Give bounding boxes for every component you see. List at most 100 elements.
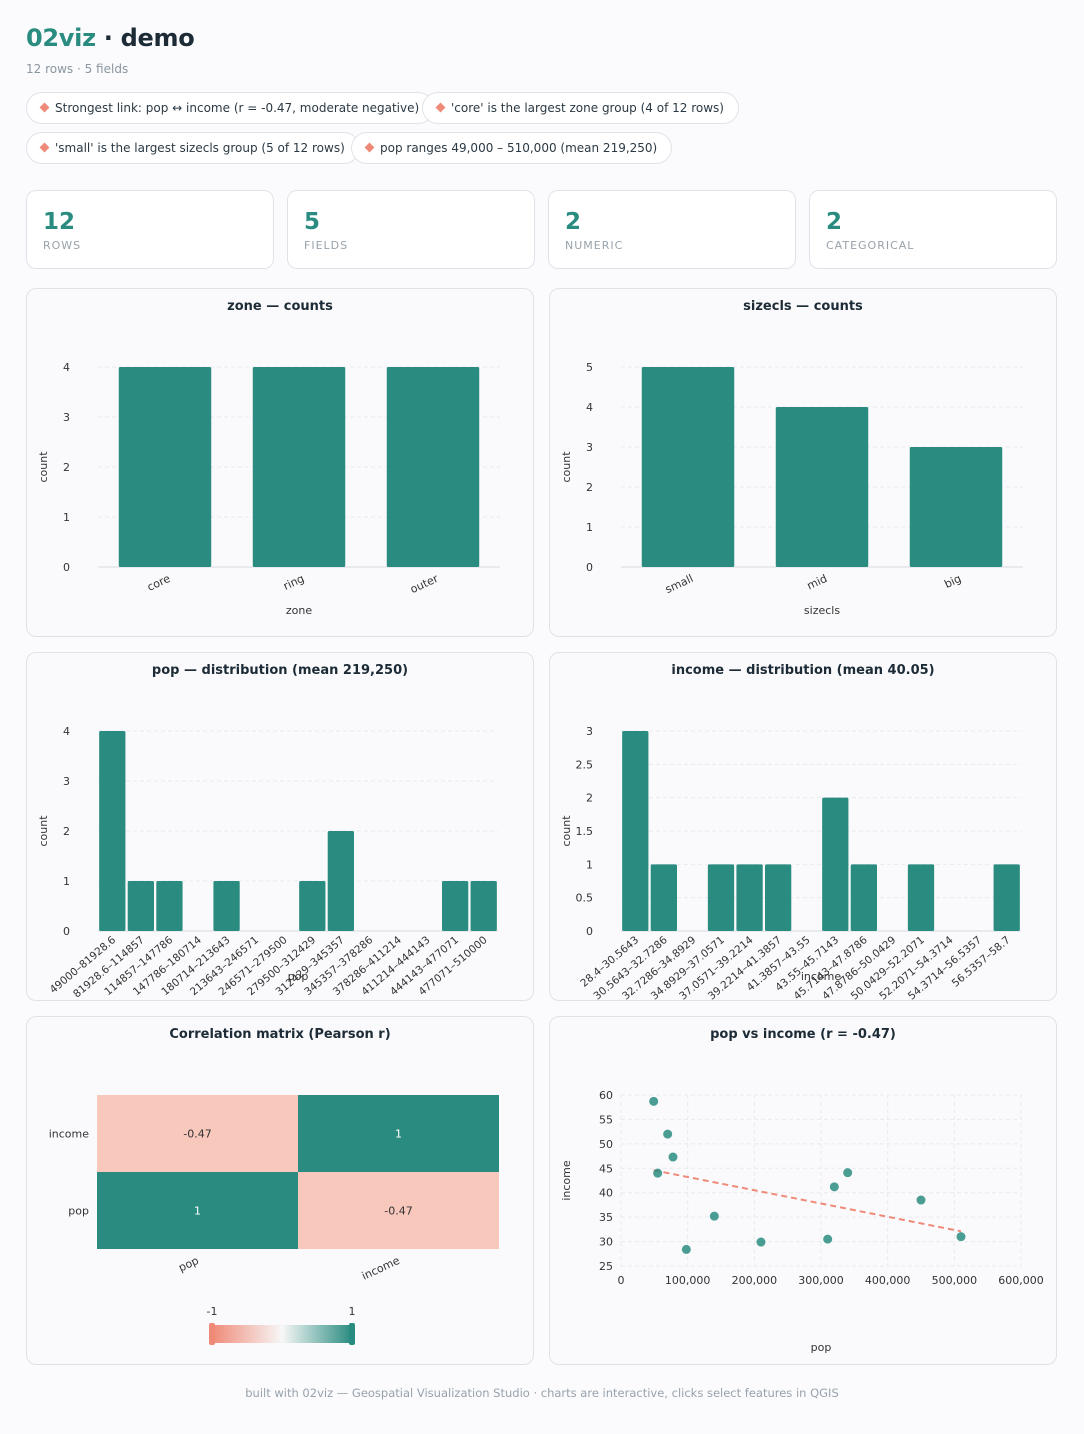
bar — [765, 864, 792, 931]
chart-card-income: income — distribution (mean 40.05) 0 0.5 1… — [549, 652, 1058, 1002]
heatmap-cell — [298, 1172, 499, 1249]
insight-chip[interactable]: 'core' is the largest zone group (4 of 1… — [422, 92, 739, 124]
stat-value: 2 — [565, 209, 582, 235]
bar — [299, 881, 326, 931]
chart-title: pop vs income (r = -0.47) — [710, 1027, 896, 1042]
y-tick-label: 45 — [599, 1162, 613, 1175]
x-tick-label: 100,000 — [665, 1274, 711, 1287]
scatter-point — [681, 1244, 691, 1254]
x-axis-label: income — [801, 970, 842, 983]
cell-value: -0.47 — [384, 1205, 412, 1218]
stat-card-rows: 12 ROWS — [26, 190, 274, 269]
bar — [707, 864, 735, 931]
y-tick-label: 50 — [599, 1138, 613, 1151]
y-tick-label: 1 — [586, 858, 593, 871]
chart-card-sizecls: sizecls — counts 0 1 2 3 4 5 small mid big sizecl… — [549, 288, 1057, 637]
y-tick-label: 40 — [599, 1187, 613, 1200]
scatter-point — [663, 1129, 673, 1139]
heatmap-cell — [97, 1095, 298, 1172]
bar — [327, 831, 354, 931]
y-axis-label: count — [560, 451, 573, 483]
chart-title: Correlation matrix (Pearson r) — [169, 1027, 391, 1042]
income-histogram[interactable]: 00.511.522.5328.4–30.564330.5643–32.7286… — [550, 653, 1058, 1002]
stat-value: 2 — [826, 209, 843, 235]
sizecls-bar-chart[interactable]: 0 1 2 3 4 5 small mid big sizecls count — [550, 289, 1058, 638]
col-label: income — [360, 1254, 402, 1283]
bar — [822, 797, 849, 931]
insight-chip[interactable]: pop ranges 49,000 – 510,000 (mean 219,25… — [351, 132, 673, 164]
scatter-point — [829, 1182, 839, 1192]
bar — [850, 864, 877, 931]
scatter-point — [709, 1211, 719, 1221]
x-tick-label: 200,000 — [732, 1274, 778, 1287]
y-tick-label: 3 — [586, 441, 593, 454]
insight-text: 'core' is the largest zone group (4 of 1… — [451, 101, 724, 115]
y-tick-label: 0 — [586, 925, 593, 938]
insight-text: 'small' is the largest sizecls group (5 … — [55, 141, 345, 155]
y-tick-label: 1 — [63, 875, 70, 888]
x-tick-label: big — [942, 572, 963, 591]
x-tick-label: ring — [281, 572, 306, 593]
stat-card-fields: 5 FIELDS — [287, 190, 535, 269]
y-tick-label: 4 — [63, 361, 70, 374]
pop-income-scatter[interactable]: 25 30 35 40 45 50 55 60 0 100,000 200,000 300,000 40… — [550, 1017, 1058, 1366]
bar — [909, 447, 1003, 567]
x-axis-label: pop — [811, 1341, 832, 1354]
y-tick-label: 2 — [63, 825, 70, 838]
x-tick-label: 0 — [618, 1274, 625, 1287]
report-header: 02viz · demo 12 rows · 5 fields — [26, 24, 195, 76]
y-tick-label: 2.5 — [576, 758, 594, 771]
stat-value: 12 — [43, 209, 76, 235]
brand-name: 02viz — [26, 24, 96, 52]
bar — [156, 881, 183, 931]
insight-text: Strongest link: pop ↔ income (r = -0.47,… — [55, 101, 420, 115]
y-tick-label: 2 — [586, 792, 593, 805]
row-label: income — [49, 1128, 90, 1141]
chart-card-correlation: Correlation matrix (Pearson r) income -0.… — [26, 1016, 534, 1365]
y-tick-label: 1 — [63, 511, 70, 524]
y-tick-label: 3 — [63, 775, 70, 788]
x-axis-label: zone — [286, 604, 312, 617]
chart-title: sizecls — counts — [743, 299, 863, 314]
diamond-icon — [364, 142, 375, 153]
bar — [622, 731, 649, 931]
stat-label: FIELDS — [304, 239, 349, 252]
correlation-heatmap[interactable]: income -0.47 1 pop 1 -0.47 pop income -1 1 — [27, 1017, 535, 1366]
stat-value: 5 — [304, 209, 321, 235]
y-tick-label: 1.5 — [576, 825, 594, 838]
pop-histogram[interactable]: 0123449000–81928.681928.6–114857114857–1… — [27, 653, 535, 1002]
row-label: pop — [68, 1205, 89, 1218]
page-subtitle: 12 rows · 5 fields — [26, 62, 129, 76]
x-tick-label: 600,000 — [998, 1274, 1044, 1287]
y-tick-label: 3 — [586, 725, 593, 738]
scale-max-label: 1 — [349, 1305, 356, 1318]
y-tick-label: 5 — [586, 361, 593, 374]
cell-value: 1 — [194, 1205, 201, 1218]
bar — [993, 864, 1020, 931]
color-scale-bar — [212, 1325, 352, 1343]
x-tick-label: 400,000 — [865, 1274, 911, 1287]
y-tick-label: 0.5 — [576, 892, 594, 905]
y-tick-label: 0 — [63, 925, 70, 938]
y-tick-label: 1 — [586, 521, 593, 534]
y-tick-label: 2 — [63, 461, 70, 474]
scale-min-label: -1 — [207, 1305, 218, 1318]
col-label: pop — [177, 1254, 201, 1275]
cell-value: 1 — [395, 1128, 402, 1141]
scale-handle-max — [349, 1323, 355, 1345]
y-tick-label: 0 — [63, 561, 70, 574]
scale-handle-min — [209, 1323, 215, 1345]
insight-chip[interactable]: Strongest link: pop ↔ income (r = -0.47,… — [26, 92, 435, 124]
x-tick-label: 500,000 — [932, 1274, 978, 1287]
chart-title: income — distribution (mean 40.05) — [671, 663, 935, 678]
y-tick-label: 3 — [63, 411, 70, 424]
diamond-icon — [435, 102, 446, 113]
y-tick-label: 2 — [586, 481, 593, 494]
bar — [907, 864, 935, 931]
insight-chip[interactable]: 'small' is the largest sizecls group (5 … — [26, 132, 360, 164]
y-tick-label: 25 — [599, 1260, 613, 1273]
bar — [442, 881, 469, 931]
zone-bar-chart[interactable]: 0 1 2 3 4 core ring outer zone count — [27, 289, 535, 638]
cell-value: -0.47 — [183, 1128, 211, 1141]
